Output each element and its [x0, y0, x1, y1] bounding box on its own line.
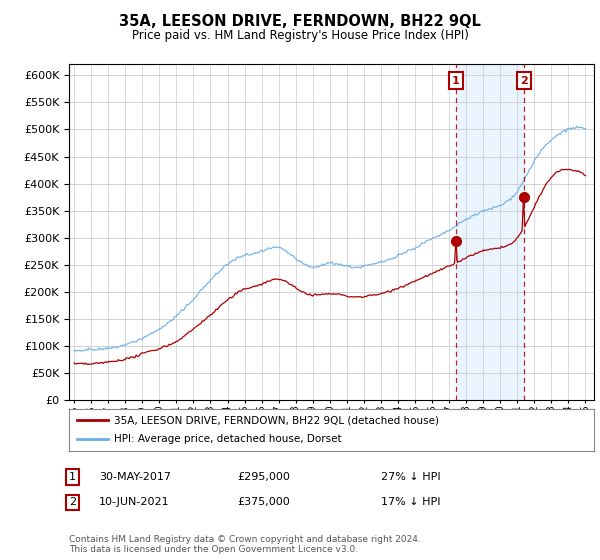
Text: 27% ↓ HPI: 27% ↓ HPI — [381, 472, 440, 482]
Text: £295,000: £295,000 — [237, 472, 290, 482]
Text: Contains HM Land Registry data © Crown copyright and database right 2024.
This d: Contains HM Land Registry data © Crown c… — [69, 535, 421, 554]
Text: HPI: Average price, detached house, Dorset: HPI: Average price, detached house, Dors… — [113, 435, 341, 445]
Text: 2: 2 — [520, 76, 528, 86]
Text: 35A, LEESON DRIVE, FERNDOWN, BH22 9QL (detached house): 35A, LEESON DRIVE, FERNDOWN, BH22 9QL (d… — [113, 415, 439, 425]
Text: 10-JUN-2021: 10-JUN-2021 — [99, 497, 170, 507]
Text: 30-MAY-2017: 30-MAY-2017 — [99, 472, 171, 482]
Text: 2: 2 — [69, 497, 76, 507]
Text: 1: 1 — [69, 472, 76, 482]
Text: 17% ↓ HPI: 17% ↓ HPI — [381, 497, 440, 507]
Text: 1: 1 — [452, 76, 460, 86]
Text: 35A, LEESON DRIVE, FERNDOWN, BH22 9QL: 35A, LEESON DRIVE, FERNDOWN, BH22 9QL — [119, 14, 481, 29]
Bar — [456, 64, 524, 400]
Text: Price paid vs. HM Land Registry's House Price Index (HPI): Price paid vs. HM Land Registry's House … — [131, 29, 469, 42]
Text: £375,000: £375,000 — [237, 497, 290, 507]
